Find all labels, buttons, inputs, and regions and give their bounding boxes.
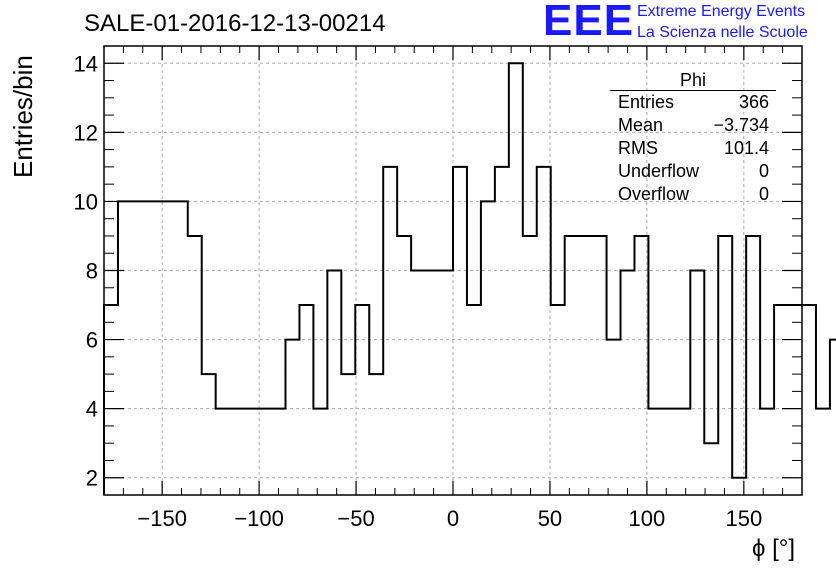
stats-row-entries: Entries 366: [610, 91, 776, 114]
stats-title: Phi: [610, 70, 776, 91]
stats-value: −3.734: [713, 115, 769, 135]
x-axis-label: ϕ [°]: [752, 535, 796, 562]
stats-row-underflow: Underflow 0: [610, 160, 776, 183]
y-tick-label: 4: [86, 397, 98, 422]
stats-row-mean: Mean −3.734: [610, 114, 776, 137]
y-tick-label: 6: [86, 328, 98, 353]
x-tick-label: 100: [629, 506, 666, 531]
stats-label: Underflow: [618, 161, 700, 181]
y-tick-labels: 2 4 6 8 10 12 14: [74, 51, 98, 490]
x-tick-label: −50: [337, 506, 374, 531]
run-title: SALE-01-2016-12-13-00214: [84, 10, 386, 37]
stats-label: Entries: [618, 92, 675, 112]
y-tick-label: 14: [74, 51, 98, 76]
stats-box: Phi Entries 366 Mean −3.734 RMS 101.4 Un…: [610, 70, 776, 206]
x-tick-label: 0: [447, 506, 459, 531]
stats-value: 0: [758, 184, 769, 204]
x-tick-label: 50: [538, 506, 562, 531]
stats-value: 366: [738, 92, 769, 112]
histogram-steps: [103, 62, 836, 495]
stats-value: 0: [758, 161, 769, 181]
x-tick-label: −150: [137, 506, 187, 531]
stats-value: 101.4: [723, 138, 769, 158]
logo-subtitle-line2: La Scienza nelle Scuole: [637, 24, 808, 41]
y-tick-label: 2: [86, 466, 98, 491]
y-axis-label: Entries/bin: [8, 55, 38, 178]
y-tick-label: 8: [86, 259, 98, 284]
stats-row-overflow: Overflow 0: [610, 183, 776, 206]
stats-label: RMS: [618, 138, 658, 158]
stats-label: Mean: [618, 115, 664, 135]
axes: [103, 45, 803, 496]
y-tick-label: 12: [74, 120, 98, 145]
x-tick-label: 150: [725, 506, 762, 531]
stats-row-rms: RMS 101.4: [610, 137, 776, 160]
logo-subtitle-line1: Extreme Energy Events: [637, 3, 806, 20]
eee-logo: EEE: [543, 0, 635, 45]
x-tick-label: −100: [234, 506, 284, 531]
y-tick-label: 10: [74, 189, 98, 214]
x-tick-labels: −150 −100 −50 0 50 100 150: [137, 506, 762, 531]
stats-label: Overflow: [618, 184, 690, 204]
